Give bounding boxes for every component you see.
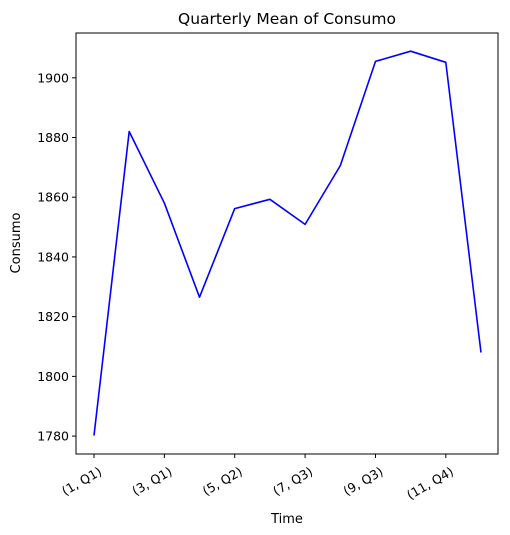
x-tick-label: (7, Q3) <box>270 464 315 499</box>
x-tick-label: (5, Q2) <box>200 464 245 499</box>
x-axis-title: Time <box>270 512 303 527</box>
x-tick-label: (3, Q1) <box>129 464 174 499</box>
series-line <box>93 50 482 436</box>
y-tick-label: 1880 <box>37 130 69 145</box>
x-tick-label: (9, Q3) <box>341 464 386 499</box>
y-axis: 1780 1800 1820 1840 1860 1880 1900 <box>37 70 76 444</box>
x-axis: (1, Q1) (3, Q1) (5, Q2) (7, Q3) (9, Q3) (11, … <box>59 454 456 502</box>
y-tick-label: 1900 <box>37 70 69 85</box>
y-tick-label: 1860 <box>37 190 69 205</box>
y-tick-label: 1820 <box>37 309 69 324</box>
y-axis-title: Consumo <box>9 213 24 274</box>
x-tick-label: (1, Q1) <box>59 464 104 499</box>
series-layer <box>93 50 482 436</box>
y-tick-label: 1800 <box>37 369 69 384</box>
y-tick-label: 1780 <box>37 429 69 444</box>
plot-frame <box>75 32 499 455</box>
chart-title: Quarterly Mean of Consumo <box>178 10 396 28</box>
y-tick-label: 1840 <box>37 249 69 264</box>
x-tick-label: (11, Q4) <box>404 464 456 503</box>
plot-area: 1780 1800 1820 1840 1860 1880 1900 (1, Q1) (3, … <box>37 32 499 502</box>
